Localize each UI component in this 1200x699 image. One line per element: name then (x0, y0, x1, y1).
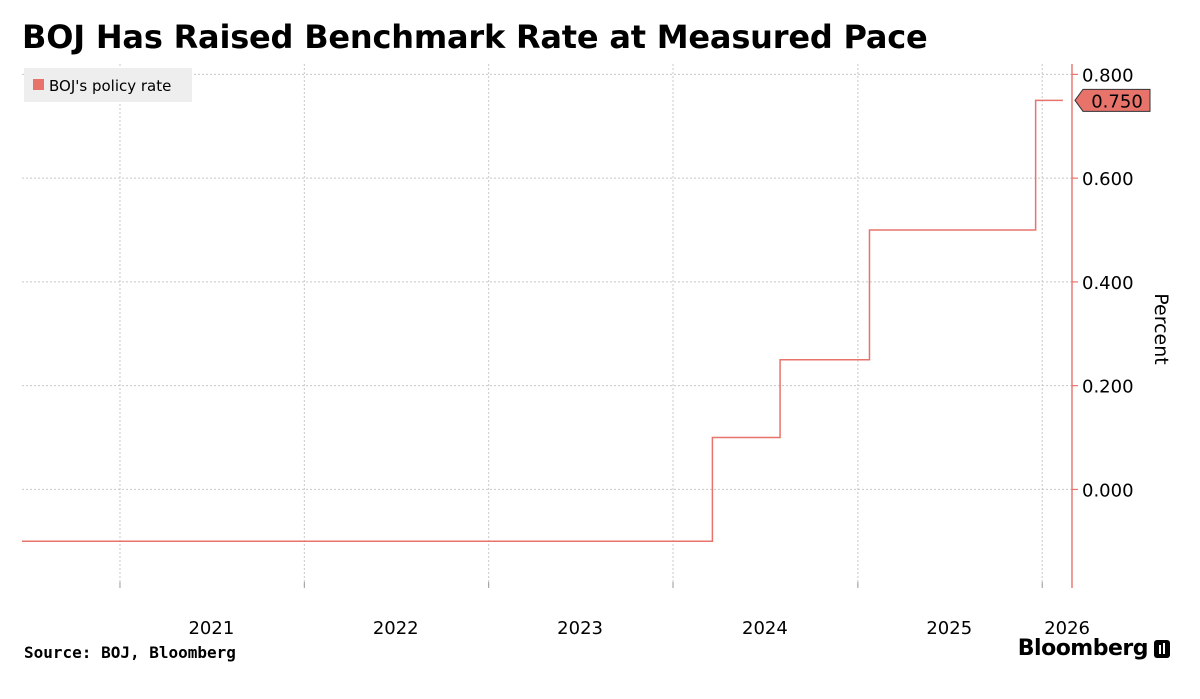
x-tick-label: 2025 (926, 618, 972, 639)
x-tick-label: 2021 (188, 618, 234, 639)
legend-label: BOJ's policy rate (49, 77, 171, 95)
legend-swatch (33, 79, 44, 90)
source-note: Source: BOJ, Bloomberg (24, 643, 236, 662)
bloomberg-terminal-icon (1154, 639, 1170, 658)
x-tick-label: 2026 (1044, 618, 1090, 639)
y-tick-label: 0.600 (1082, 169, 1134, 190)
x-tick-label: 2023 (557, 618, 603, 639)
y-axis-title: Percent (1150, 293, 1172, 365)
x-axis: 2021 2022 2023 2024 2025 2026 (119, 582, 1090, 639)
series-layer: 0.750 (22, 88, 1151, 543)
x-tick-label: 2024 (742, 618, 788, 639)
brand-logo: Bloomberg (1018, 636, 1170, 661)
y-tick-label: 0.800 (1082, 65, 1134, 86)
grid (22, 64, 1072, 588)
legend: BOJ's policy rate (24, 68, 192, 102)
legend-box (24, 68, 192, 102)
chart-title: BOJ Has Raised Benchmark Rate at Measure… (22, 18, 928, 56)
y-tick-label: 0.000 (1082, 480, 1134, 501)
brand-name: Bloomberg (1017, 636, 1149, 661)
y-tick-label: 0.400 (1082, 273, 1134, 294)
series-line (22, 99, 1063, 543)
y-tick-label: 0.200 (1082, 377, 1134, 398)
y-axis: 0.000 0.200 0.400 0.600 0.800 (1071, 64, 1134, 588)
last-value-tag (1074, 88, 1151, 112)
last-value-label: 0.750 (1091, 91, 1143, 112)
x-tick-label: 2022 (373, 618, 419, 639)
